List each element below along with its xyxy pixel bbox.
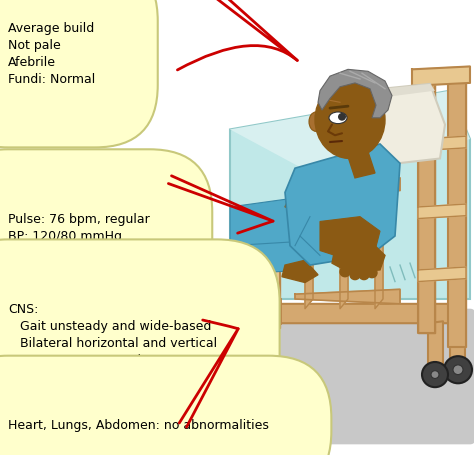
Polygon shape: [220, 299, 280, 324]
Circle shape: [422, 362, 448, 387]
Polygon shape: [418, 205, 466, 219]
Polygon shape: [345, 85, 435, 103]
Ellipse shape: [329, 113, 347, 124]
Circle shape: [306, 190, 314, 198]
Polygon shape: [418, 137, 466, 152]
Polygon shape: [225, 266, 280, 285]
Text: Pulse: 76 bpm, regular
BP: 120/80 mmHg: Pulse: 76 bpm, regular BP: 120/80 mmHg: [8, 212, 150, 242]
Polygon shape: [225, 266, 240, 329]
Polygon shape: [340, 183, 348, 309]
Circle shape: [338, 114, 346, 121]
Polygon shape: [265, 270, 280, 329]
Ellipse shape: [309, 113, 323, 132]
Polygon shape: [215, 293, 270, 314]
Polygon shape: [332, 241, 385, 273]
Polygon shape: [375, 183, 383, 309]
Polygon shape: [295, 290, 400, 304]
Polygon shape: [230, 91, 470, 299]
Polygon shape: [305, 183, 313, 309]
Polygon shape: [348, 152, 375, 178]
Polygon shape: [412, 67, 470, 86]
Polygon shape: [230, 241, 310, 275]
Circle shape: [291, 186, 299, 194]
Circle shape: [340, 268, 350, 277]
Circle shape: [453, 365, 463, 375]
Circle shape: [431, 371, 439, 379]
Text: Heart, Lungs, Abdomen: no abnormalities: Heart, Lungs, Abdomen: no abnormalities: [8, 418, 269, 431]
Polygon shape: [450, 318, 465, 365]
Polygon shape: [215, 304, 465, 324]
Circle shape: [350, 270, 360, 280]
Ellipse shape: [315, 82, 385, 159]
Polygon shape: [418, 268, 466, 282]
Circle shape: [444, 356, 472, 384]
Polygon shape: [295, 178, 400, 196]
Polygon shape: [418, 72, 435, 333]
Polygon shape: [428, 322, 443, 370]
Polygon shape: [230, 91, 470, 178]
Polygon shape: [448, 72, 466, 348]
Text: Average build
Not pale
Afebrile
Fundi: Normal: Average build Not pale Afebrile Fundi: N…: [8, 22, 95, 86]
Polygon shape: [318, 70, 392, 119]
Polygon shape: [285, 190, 325, 212]
Polygon shape: [230, 198, 320, 251]
FancyBboxPatch shape: [205, 309, 474, 445]
Polygon shape: [320, 217, 380, 261]
Circle shape: [317, 194, 325, 202]
Circle shape: [312, 192, 320, 200]
Polygon shape: [340, 85, 445, 169]
Circle shape: [359, 270, 369, 280]
Polygon shape: [285, 145, 400, 266]
Circle shape: [367, 268, 377, 278]
Polygon shape: [282, 261, 318, 283]
Text: CNS:
   Gait unsteady and wide-based
   Bilateral horizontal and vertical
      : CNS: Gait unsteady and wide-based Bilate…: [8, 302, 217, 400]
Circle shape: [299, 188, 307, 196]
